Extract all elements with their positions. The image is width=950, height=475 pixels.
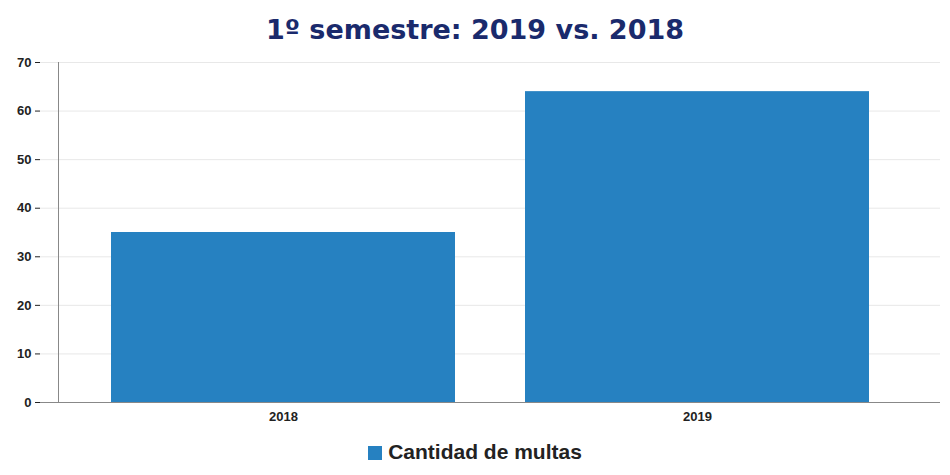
svg-text:0: 0 — [24, 395, 31, 410]
svg-text:2019: 2019 — [683, 409, 712, 424]
svg-text:10: 10 — [17, 346, 31, 361]
html-text:Cantidad de multas: Cantidad de multas — [388, 440, 582, 463]
svg-text:30: 30 — [17, 249, 31, 264]
svg-text:40: 40 — [17, 200, 31, 215]
svg-text:2018: 2018 — [269, 409, 298, 424]
svg-text:60: 60 — [17, 103, 31, 118]
html-text:1º semestre: 2019 vs. 2018: 1º semestre: 2019 vs. 2018 — [266, 14, 684, 45]
svg-text:70: 70 — [17, 55, 31, 70]
svg-text:50: 50 — [17, 152, 31, 167]
svg-text:20: 20 — [17, 298, 31, 313]
